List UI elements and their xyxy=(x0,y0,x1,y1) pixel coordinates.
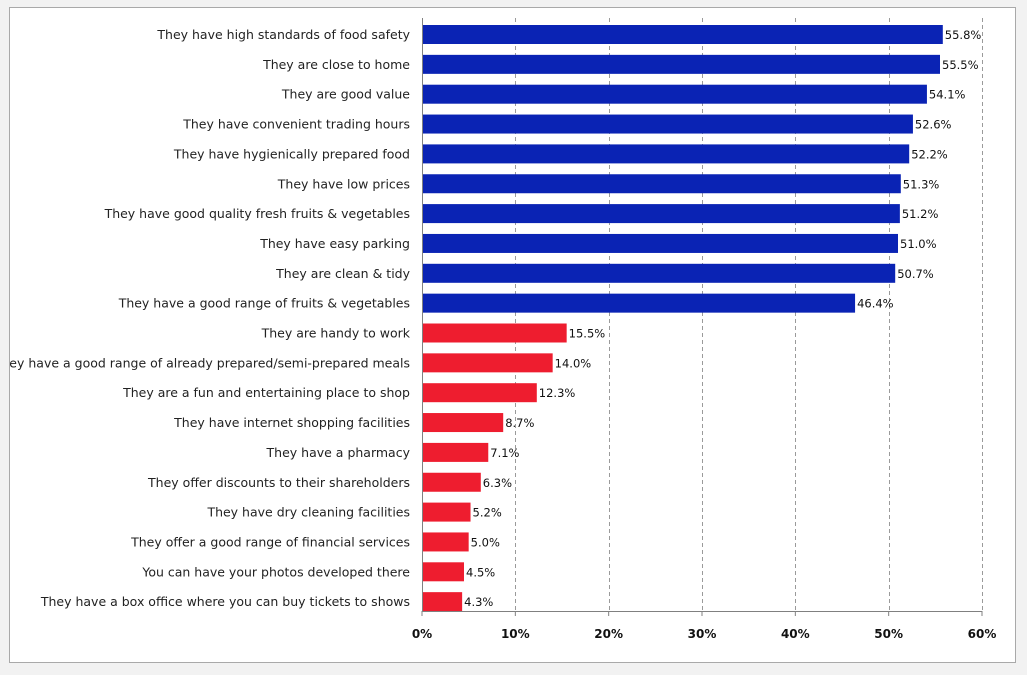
data-label: 5.0% xyxy=(471,535,500,549)
bar-chart: They have high standards of food safety 5… xyxy=(10,18,997,641)
bar xyxy=(422,383,537,403)
bar xyxy=(422,233,898,253)
data-label: 52.2% xyxy=(911,147,948,161)
category-label: They offer discounts to their shareholde… xyxy=(147,475,410,490)
bar xyxy=(422,413,504,433)
data-label: 51.2% xyxy=(902,207,939,221)
bar xyxy=(422,323,567,343)
bar xyxy=(422,263,896,283)
data-label: 5.2% xyxy=(473,506,502,520)
category-label: They have hygienically prepared food xyxy=(173,146,410,161)
category-label: They have high standards of food safety xyxy=(156,27,410,42)
chart-frame: They have high standards of food safety 5… xyxy=(9,7,1016,663)
category-label: They have easy parking xyxy=(259,236,410,251)
category-label: They have low prices xyxy=(277,176,410,191)
x-tick-label: 20% xyxy=(594,627,623,641)
category-label: They have convenient trading hours xyxy=(182,117,410,132)
bar xyxy=(422,54,940,74)
data-label: 54.1% xyxy=(929,88,966,102)
data-label: 4.5% xyxy=(466,565,495,579)
x-tick-label: 50% xyxy=(874,627,903,641)
bar xyxy=(422,472,481,492)
bar xyxy=(422,442,489,462)
x-tick-label: 30% xyxy=(688,627,717,641)
bar xyxy=(422,114,913,134)
data-label: 8.7% xyxy=(505,416,534,430)
bar xyxy=(422,84,927,104)
data-label: 55.5% xyxy=(942,58,979,72)
data-label: 52.6% xyxy=(915,118,952,132)
category-label: They are handy to work xyxy=(261,326,411,341)
category-label: You can have your photos developed there xyxy=(141,564,410,579)
bar xyxy=(422,353,553,373)
bar xyxy=(422,144,910,164)
category-label: They have internet shopping facilities xyxy=(173,415,410,430)
data-label: 55.8% xyxy=(945,28,982,42)
category-label: They are a fun and entertaining place to… xyxy=(122,385,410,400)
bar xyxy=(422,562,464,582)
bar xyxy=(422,204,900,224)
data-label: 50.7% xyxy=(897,267,934,281)
category-label: They have dry cleaning facilities xyxy=(206,505,410,520)
category-label: They are clean & tidy xyxy=(275,266,410,281)
data-label: 12.3% xyxy=(539,386,576,400)
bar xyxy=(422,25,943,44)
x-tick-label: 60% xyxy=(968,627,997,641)
x-tick-label: 40% xyxy=(781,627,810,641)
category-label: They offer a good range of financial ser… xyxy=(130,534,410,549)
category-label: They have a good range of already prepar… xyxy=(10,355,410,370)
category-label: They have good quality fresh fruits & ve… xyxy=(104,206,410,221)
bar xyxy=(422,592,463,612)
category-label: They are good value xyxy=(281,87,410,102)
data-label: 4.3% xyxy=(464,595,493,609)
data-label: 7.1% xyxy=(490,446,519,460)
category-label: They are close to home xyxy=(262,57,410,72)
data-label: 46.4% xyxy=(857,297,894,311)
bar xyxy=(422,532,469,552)
category-label: They have a pharmacy xyxy=(266,445,411,460)
category-label: They have a good range of fruits & veget… xyxy=(118,296,410,311)
data-label: 6.3% xyxy=(483,476,512,490)
bar xyxy=(422,293,856,313)
x-tick-label: 10% xyxy=(501,627,530,641)
data-label: 51.0% xyxy=(900,237,937,251)
data-label: 15.5% xyxy=(569,327,606,341)
bar xyxy=(422,174,901,194)
x-tick-label: 0% xyxy=(412,627,432,641)
bar xyxy=(422,502,471,522)
data-label: 51.3% xyxy=(903,177,940,191)
category-label: They have a box office where you can buy… xyxy=(40,594,410,609)
data-label: 14.0% xyxy=(555,356,592,370)
